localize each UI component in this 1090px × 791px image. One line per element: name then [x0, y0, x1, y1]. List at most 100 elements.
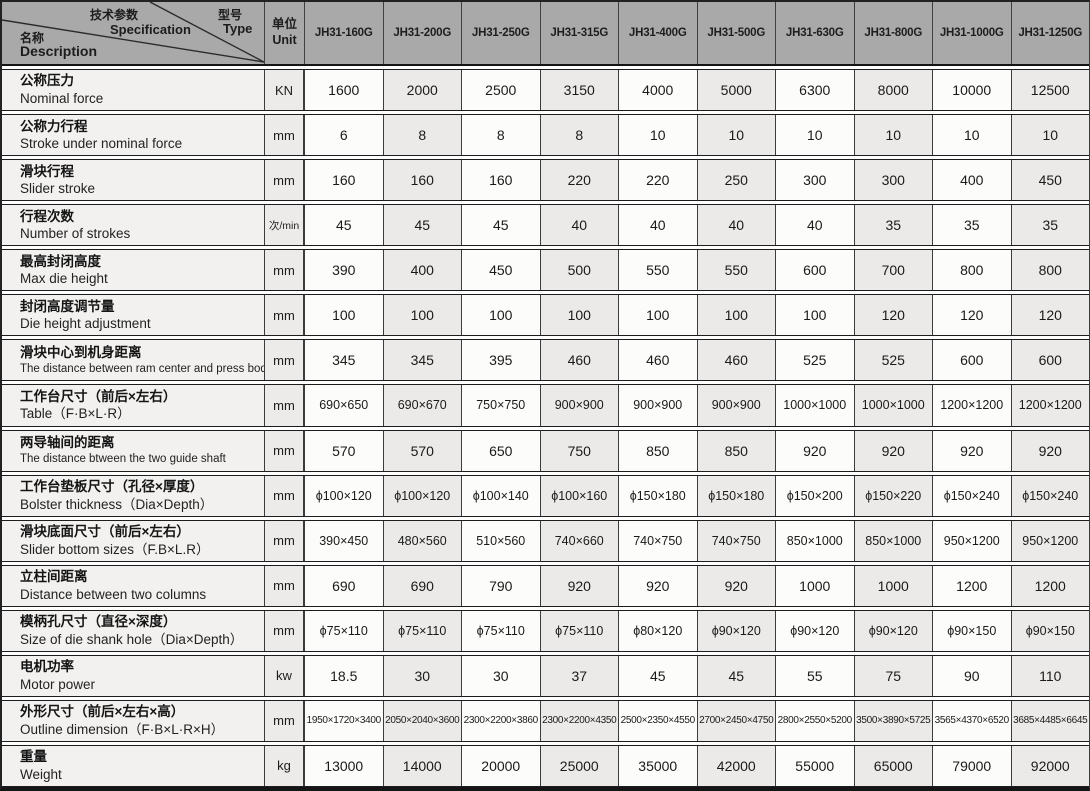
unit-value: mm [273, 488, 295, 504]
value-cell: 690 [382, 565, 461, 606]
value-cell: 13000 [304, 745, 383, 786]
row-label-en: Slider stroke [20, 181, 96, 197]
spec-row: 工作台尺寸（前后×左右） Table（F·B×L·R） mm 690×650 690×6… [2, 384, 1089, 427]
value-cell: ϕ75×110 [304, 610, 383, 651]
value-cell: ϕ150×180 [696, 475, 775, 516]
row-label-en: Max die height [20, 271, 108, 287]
value-cell: 450 [461, 250, 540, 291]
value-cell: 35 [932, 205, 1011, 246]
unit-value: mm [273, 623, 295, 639]
value-cell: 10 [775, 115, 854, 156]
value-cell: 2500×2350×4550 [618, 700, 697, 741]
value-cell: 160 [461, 160, 540, 201]
corner-cell: 技术参数 Specification 型号 Type 名称 Descriptio… [2, 2, 264, 64]
value-cell: 45 [696, 655, 775, 696]
value-cell: ϕ100×160 [539, 475, 618, 516]
unit-value: mm [273, 127, 295, 143]
value-cell: 45 [461, 205, 540, 246]
row-unit: mm [264, 700, 304, 741]
value-cell: 600 [1010, 340, 1089, 381]
value-cell: 10000 [932, 70, 1011, 111]
value-cell: 37 [539, 655, 618, 696]
row-label-en: The distance between ram center and pres… [20, 362, 264, 375]
value-cell: 900×900 [539, 385, 618, 426]
value-cell: 395 [461, 340, 540, 381]
value-cell: 400 [382, 250, 461, 291]
row-unit: mm [264, 160, 304, 201]
value-cell: 2050×2040×3600 [382, 700, 461, 741]
value-cell: 1000 [853, 565, 932, 606]
unit-column-header: 单位 Unit [264, 2, 304, 64]
spec-row: 重量 Weight kg 13000 14000 20000 25000 35000 42000… [2, 744, 1089, 787]
value-cell: 750 [539, 430, 618, 471]
value-cell: 690 [304, 565, 383, 606]
value-cell: 10 [618, 115, 697, 156]
value-cell: 920 [932, 430, 1011, 471]
row-label-en: Slider bottom sizes（F.B×L.R） [20, 541, 210, 557]
value-cell: 20000 [461, 745, 540, 786]
row-label-zh: 外形尺寸（前后×左右×高） [20, 704, 185, 720]
unit-value: mm [273, 172, 295, 188]
value-cell: 390 [304, 250, 383, 291]
value-cell: ϕ150×220 [853, 475, 932, 516]
value-cell: 55000 [775, 745, 854, 786]
value-cell: 525 [775, 340, 854, 381]
value-cell: 3565×4370×6520 [932, 700, 1011, 741]
value-cell: 600 [775, 250, 854, 291]
unit-value: mm [273, 262, 295, 278]
value-cell: ϕ90×120 [853, 610, 932, 651]
value-cell: 30 [461, 655, 540, 696]
row-label: 滑块行程 Slider stroke [2, 160, 264, 201]
value-cell: 550 [696, 250, 775, 291]
value-cell: 45 [382, 205, 461, 246]
row-label-zh: 最高封闭高度 [20, 253, 101, 269]
spec-row: 立柱间距离 Distance between two columns mm 690 69… [2, 564, 1089, 607]
value-cell: 8 [461, 115, 540, 156]
value-cell: 2300×2200×4350 [539, 700, 618, 741]
corner-spec-label-zh: 技术参数 [90, 8, 139, 22]
row-label-zh: 电机功率 [20, 659, 74, 675]
value-cell: 6 [304, 115, 383, 156]
value-cell: 740×660 [539, 520, 618, 561]
value-cell: 8 [539, 115, 618, 156]
value-cell: 400 [932, 160, 1011, 201]
value-cell: 950×1200 [1010, 520, 1089, 561]
value-cell: ϕ90×150 [932, 610, 1011, 651]
value-cell: 45 [304, 205, 383, 246]
value-cell: 220 [539, 160, 618, 201]
row-label-zh: 立柱间距离 [20, 569, 88, 585]
corner-spec-label-en: Specification [110, 22, 191, 37]
row-label-en: The distance btween the two guide shaft [20, 452, 226, 465]
value-cell: ϕ75×110 [382, 610, 461, 651]
row-unit: 次/min [264, 205, 304, 246]
unit-value: 次/min [268, 219, 300, 232]
value-cell: 8 [382, 115, 461, 156]
value-cell: 900×900 [618, 385, 697, 426]
value-cell: 850×1000 [853, 520, 932, 561]
value-cell: 120 [853, 295, 932, 336]
table-body: 公称压力 Nominal force KN 1600 2000 2500 3150 4000 5… [2, 69, 1089, 787]
value-cell: 900×900 [696, 385, 775, 426]
row-unit: mm [264, 610, 304, 651]
model-header: JH31-800G [853, 2, 933, 64]
row-label-zh: 模柄孔尺寸（直径×深度） [20, 614, 177, 630]
value-cell: 920 [618, 565, 697, 606]
spec-row: 外形尺寸（前后×左右×高） Outline dimension（F·B×L·R×H… [2, 699, 1089, 742]
value-cell: 460 [539, 340, 618, 381]
value-cell: 2800×2550×5200 [775, 700, 854, 741]
spec-row: 行程次数 Number of strokes 次/min 45 45 45 40 40 40 40… [2, 204, 1089, 247]
value-cell: 3500×3890×5725 [853, 700, 932, 741]
row-label-en: Size of die shank hole（Dia×Depth） [20, 631, 244, 647]
value-cell: 120 [1010, 295, 1089, 336]
value-cell: 40 [696, 205, 775, 246]
value-cell: 2500 [461, 70, 540, 111]
value-cell: 690×650 [304, 385, 383, 426]
spec-row: 滑块中心到机身距离 The distance between ram center… [2, 339, 1089, 382]
value-cell: 1950×1720×3400 [304, 700, 383, 741]
value-cell: 100 [775, 295, 854, 336]
unit-value: mm [273, 307, 295, 323]
value-cell: 790 [461, 565, 540, 606]
value-cell: 345 [304, 340, 383, 381]
value-cell: 750×750 [461, 385, 540, 426]
value-cell: 3685×4485×6645 [1010, 700, 1089, 741]
